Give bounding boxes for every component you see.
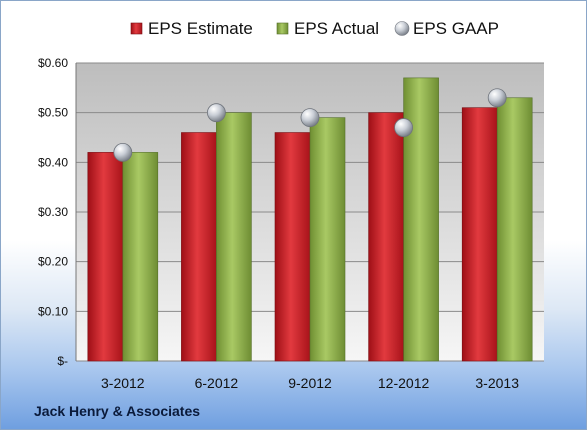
bar-eps-actual — [122, 152, 159, 362]
y-tick-label: $0.10 — [38, 304, 68, 318]
legend-eps-estimate-label: EPS Estimate — [148, 19, 253, 38]
y-tick-label: $0.60 — [38, 56, 68, 70]
y-tick-label: $0.30 — [38, 205, 68, 219]
bar-eps-estimate — [368, 112, 404, 362]
bar-eps-estimate — [274, 132, 311, 362]
legend-eps-gaap-swatch — [394, 21, 410, 36]
eps-chart: EPS Estimate EPS Actual EPS GAAP $- $0.10 $0… — [38, 19, 544, 391]
bars — [87, 77, 533, 362]
bar-eps-actual — [496, 97, 533, 362]
bar-eps-estimate — [181, 132, 217, 362]
legend-eps-actual-label: EPS Actual — [294, 19, 379, 38]
marker-eps-gaap — [487, 88, 507, 108]
bar-eps-actual — [403, 77, 439, 362]
y-axis: $- $0.10 $0.20 $0.30 $0.40 $0.50 $0.60 — [38, 56, 77, 368]
legend-eps-actual-swatch — [276, 22, 289, 35]
bar-eps-actual — [216, 112, 252, 362]
company-name: Jack Henry & Associates — [34, 403, 201, 419]
x-axis: 3-2012 6-2012 9-2012 12-2012 3-2013 — [101, 375, 519, 391]
marker-eps-gaap — [113, 142, 133, 162]
bar-eps-estimate — [461, 107, 498, 362]
y-tick-label: $0.40 — [38, 155, 68, 169]
y-tick-label: $0.20 — [38, 255, 68, 269]
x-category-label: 6-2012 — [195, 375, 239, 391]
marker-eps-gaap — [206, 103, 226, 123]
marker-eps-gaap — [300, 108, 320, 128]
x-category-label: 3-2013 — [475, 375, 519, 391]
x-category-label: 12-2012 — [378, 375, 430, 391]
bar-eps-estimate — [87, 152, 124, 362]
y-tick-label: $0.50 — [38, 106, 68, 120]
legend-eps-gaap-label: EPS GAAP — [413, 19, 499, 38]
y-tick-label: $- — [57, 354, 68, 368]
gaap-markers — [113, 88, 507, 162]
legend: EPS Estimate EPS Actual EPS GAAP — [130, 19, 499, 38]
bar-eps-actual — [309, 117, 346, 362]
legend-eps-estimate-swatch — [130, 22, 143, 35]
x-category-label: 9-2012 — [288, 375, 332, 391]
marker-eps-gaap — [394, 118, 414, 137]
x-category-label: 3-2012 — [101, 375, 145, 391]
